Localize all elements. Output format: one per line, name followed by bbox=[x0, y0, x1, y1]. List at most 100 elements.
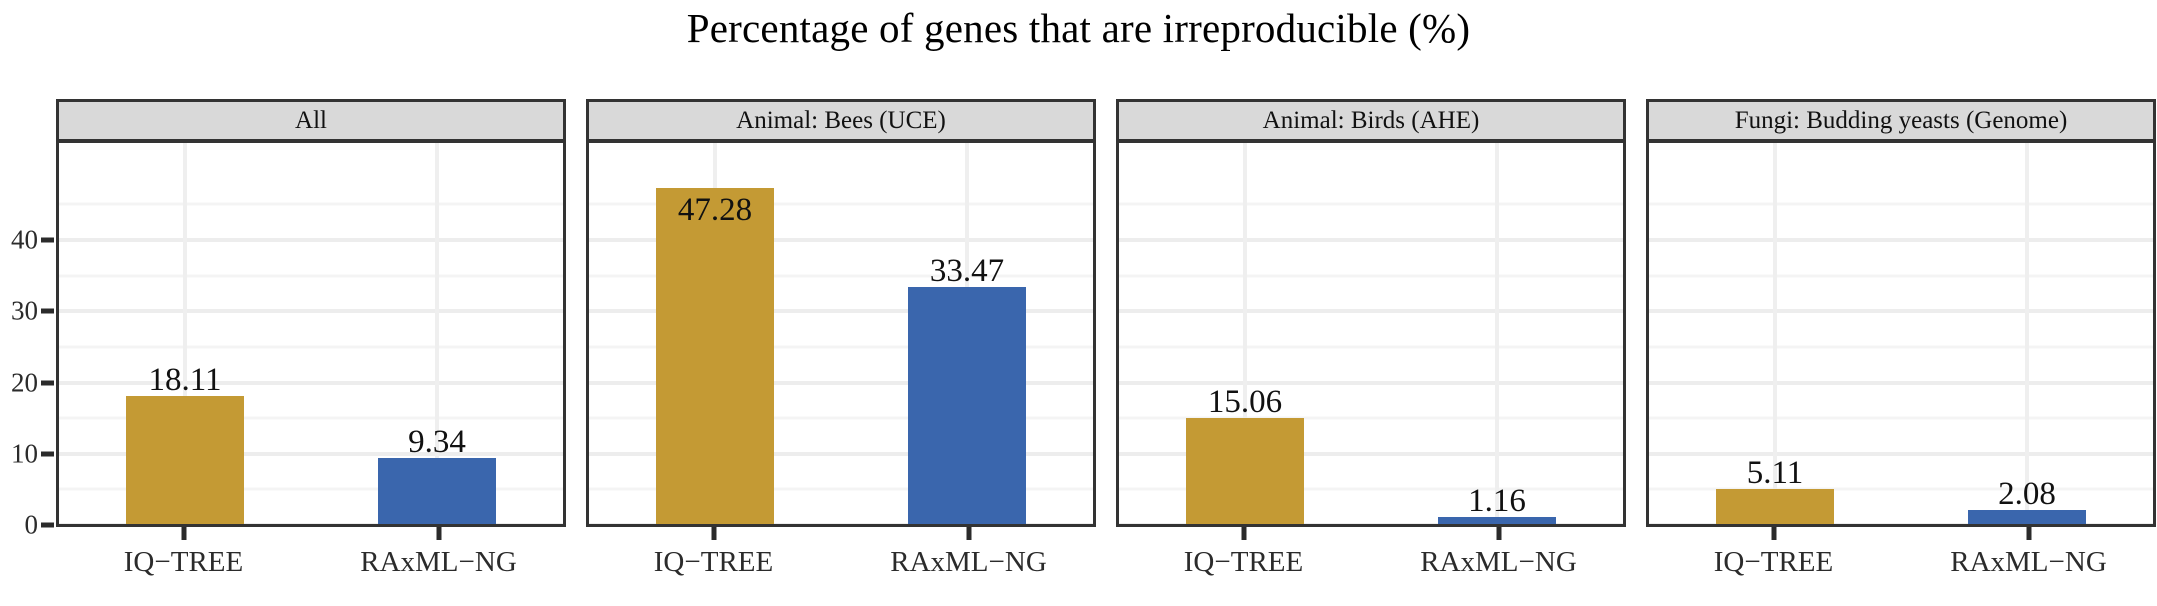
gridline-vertical bbox=[2025, 143, 2029, 524]
gridline-horizontal bbox=[589, 523, 1093, 524]
x-tick-label: IQ−TREE bbox=[1713, 546, 1834, 578]
plot-inner: 5.11 2.08 bbox=[1649, 143, 2153, 524]
x-tick-mark bbox=[711, 527, 716, 540]
gridline-horizontal-minor bbox=[589, 416, 1093, 420]
gridline-horizontal-minor bbox=[589, 202, 1093, 206]
x-tick-mark bbox=[1241, 527, 1246, 540]
gridline-horizontal-minor bbox=[589, 274, 1093, 278]
plot-area: 5.11 2.08 bbox=[1646, 143, 2156, 527]
x-tick-label: IQ−TREE bbox=[653, 546, 774, 578]
facet-panels: All 18.11 9.34 IQ−TREE RAxML−NG Animal: Bees … bbox=[56, 99, 2156, 606]
x-tick-mark bbox=[2026, 527, 2031, 540]
gridline-horizontal bbox=[589, 451, 1093, 456]
bar[interactable]: 47.28 bbox=[655, 188, 775, 524]
bar-value-label: 1.16 bbox=[1468, 482, 1526, 519]
gridline-horizontal bbox=[589, 380, 1093, 385]
gridline-horizontal bbox=[59, 380, 563, 385]
gridline-vertical bbox=[435, 143, 439, 524]
bar[interactable]: 18.11 bbox=[125, 362, 245, 524]
bar[interactable]: 33.47 bbox=[907, 253, 1027, 524]
x-axis: IQ−TREE RAxML−NG bbox=[56, 527, 566, 606]
gridline-horizontal-minor bbox=[1649, 416, 2153, 420]
gridline-horizontal-minor bbox=[1649, 345, 2153, 349]
plot-area: 47.28 33.47 bbox=[586, 143, 1096, 527]
gridline-horizontal-minor bbox=[59, 202, 563, 206]
gridline-horizontal bbox=[1119, 309, 1623, 314]
bar[interactable]: 9.34 bbox=[377, 424, 497, 524]
x-tick-label: RAxML−NG bbox=[1950, 546, 2107, 578]
gridline-horizontal-minor bbox=[1649, 202, 2153, 206]
y-tick-label: 40 bbox=[11, 224, 38, 255]
bar-value-label: 5.11 bbox=[1746, 454, 1804, 491]
facet-strip-label: Animal: Birds (AHE) bbox=[1116, 99, 1626, 143]
bar-value-label: 47.28 bbox=[677, 192, 753, 229]
gridline-vertical bbox=[1495, 143, 1499, 524]
gridline-horizontal-minor bbox=[59, 416, 563, 420]
gridline-horizontal-minor bbox=[1119, 487, 1623, 491]
gridline-horizontal-minor bbox=[1119, 274, 1623, 278]
gridline-horizontal-minor bbox=[1119, 416, 1623, 420]
x-tick-mark bbox=[181, 527, 186, 540]
x-axis: IQ−TREE RAxML−NG bbox=[1116, 527, 1626, 606]
gridline-horizontal bbox=[589, 309, 1093, 314]
facet-panel: Animal: Bees (UCE) 47.28 33.47 IQ−TREE RAxML… bbox=[586, 99, 1096, 606]
gridline-horizontal bbox=[59, 309, 563, 314]
bar-value-label: 9.34 bbox=[408, 424, 466, 461]
bar[interactable]: 15.06 bbox=[1185, 384, 1305, 524]
gridline-vertical bbox=[1773, 143, 1777, 524]
x-tick-mark bbox=[966, 527, 971, 540]
y-tick-mark bbox=[41, 451, 54, 457]
x-tick-mark bbox=[1496, 527, 1501, 540]
y-tick-mark bbox=[41, 237, 54, 243]
x-tick-mark bbox=[1771, 527, 1776, 540]
facet-strip-label: All bbox=[56, 99, 566, 143]
bar-value-label: 18.11 bbox=[148, 361, 222, 398]
chart-title: Percentage of genes that are irreproduci… bbox=[686, 5, 1471, 51]
x-tick-mark bbox=[436, 527, 441, 540]
x-axis: IQ−TREE RAxML−NG bbox=[586, 527, 1096, 606]
x-axis: IQ−TREE RAxML−NG bbox=[1646, 527, 2156, 606]
gridline-horizontal bbox=[1119, 523, 1623, 524]
bar-value-label: 2.08 bbox=[1998, 476, 2056, 513]
gridline-horizontal bbox=[1119, 451, 1623, 456]
y-tick-mark bbox=[41, 308, 54, 314]
plot-inner: 18.11 9.34 bbox=[59, 143, 563, 524]
facet-strip-label: Animal: Bees (UCE) bbox=[586, 99, 1096, 143]
plot-area: 15.06 1.16 bbox=[1116, 143, 1626, 527]
gridline-horizontal bbox=[1649, 309, 2153, 314]
gridline-horizontal-minor bbox=[59, 274, 563, 278]
gridline-horizontal bbox=[1649, 380, 2153, 385]
gridline-horizontal bbox=[1119, 238, 1623, 242]
gridline-horizontal bbox=[59, 238, 563, 242]
gridline-horizontal bbox=[589, 238, 1093, 242]
bar-value-label: 15.06 bbox=[1207, 383, 1283, 420]
y-tick-label: 20 bbox=[11, 367, 38, 397]
facet-panel: Fungi: Budding yeasts (Genome) 5.11 2.08 IQ… bbox=[1646, 99, 2156, 606]
gridline-horizontal bbox=[59, 523, 563, 524]
facet-panel: All 18.11 9.34 IQ−TREE RAxML−NG bbox=[56, 99, 566, 606]
gridline-horizontal-minor bbox=[1649, 487, 2153, 491]
facet-panel: Animal: Birds (AHE) 15.06 1.16 IQ−TREE RAxML… bbox=[1116, 99, 1626, 606]
y-axis: 0 10 20 30 40 bbox=[0, 0, 60, 606]
gridline-horizontal-minor bbox=[59, 345, 563, 349]
gridline-horizontal-minor bbox=[59, 487, 563, 491]
bar[interactable]: 2.08 bbox=[1967, 476, 2087, 524]
gridline-horizontal-minor bbox=[1119, 345, 1623, 349]
gridline-horizontal-minor bbox=[1119, 202, 1623, 206]
gridline-horizontal bbox=[1119, 380, 1623, 385]
plot-inner: 47.28 33.47 bbox=[589, 143, 1093, 524]
x-tick-label: RAxML−NG bbox=[360, 546, 517, 578]
gridline-vertical bbox=[183, 143, 187, 524]
gridline-horizontal bbox=[1649, 451, 2153, 456]
y-tick-mark bbox=[41, 522, 54, 528]
gridline-horizontal-minor bbox=[589, 487, 1093, 491]
gridline-horizontal-minor bbox=[589, 345, 1093, 349]
x-tick-label: RAxML−NG bbox=[1420, 546, 1577, 578]
y-tick-label: 30 bbox=[11, 295, 38, 326]
gridline-horizontal bbox=[1649, 238, 2153, 242]
gridline-horizontal bbox=[59, 451, 563, 456]
bar[interactable]: 1.16 bbox=[1437, 483, 1557, 524]
gridline-vertical bbox=[1243, 143, 1247, 524]
bar[interactable]: 5.11 bbox=[1715, 455, 1835, 524]
